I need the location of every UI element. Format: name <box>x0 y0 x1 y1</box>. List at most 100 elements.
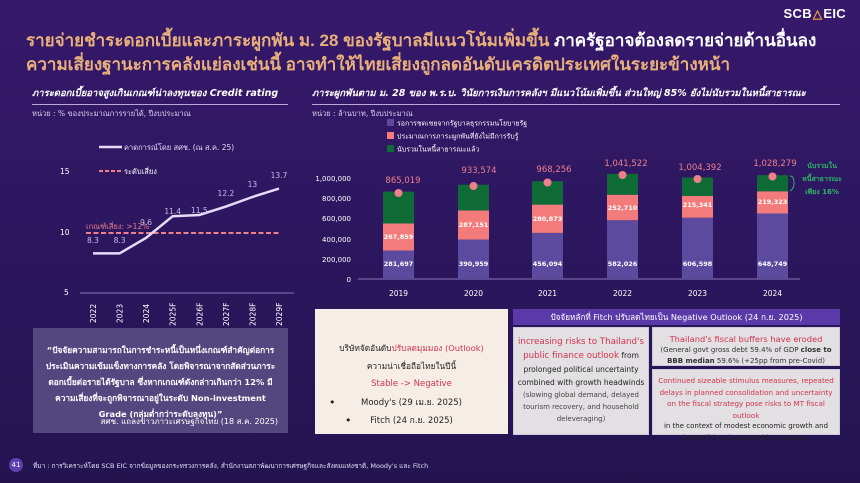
seg-2021-unrecognized: 280,873 <box>533 215 563 223</box>
label-2028f: 13 <box>248 180 258 189</box>
obligations-stacked-bar-chart: รอการชดเชยจากรัฐบาลธุรกรรมนโยบายรัฐ ประม… <box>315 119 842 299</box>
logo-text-scb: SCB <box>783 6 812 21</box>
x-label-2021: 2021 <box>538 289 557 298</box>
label-2027f: 12.2 <box>218 189 235 198</box>
label-2025f: 11.4 <box>164 207 181 216</box>
outlook-bullet-moodys: • Moody's (29 เม.ย. 2025) <box>315 394 508 412</box>
seg-2024-compensation: 648,749 <box>758 260 788 268</box>
right-chart-unit: หน่วย : ล้านบาท, ปีงบประมาณ <box>312 109 413 118</box>
bar-2020 <box>458 182 489 279</box>
x-label-2024: 2024 <box>763 289 782 298</box>
x-label-2022: 2022 <box>89 304 98 323</box>
page-headline: รายจ่ายชำระดอกเบี้ยและภาระผูกพัน ม. 28 ข… <box>26 29 846 77</box>
seg-2022-unrecognized: 252,710 <box>608 204 638 212</box>
label-2026f: 11.5 <box>191 206 208 215</box>
y-tick-0: 0 <box>347 276 351 284</box>
x-axis-labels: 2019 2020 2021 2022 2023 2024 <box>389 289 782 298</box>
y-tick-15: 15 <box>60 167 70 176</box>
outlook-line-1: บริษัทจัดอันดับปรับลดมุมมอง (Outlook) <box>315 339 508 357</box>
risk-threshold-label: เกณฑ์เสี่ยง: >12% <box>86 221 149 231</box>
line-data-labels: 8.3 8.3 9.6 11.4 11.5 12.2 13 13.7 <box>87 171 288 245</box>
y-tick-800000: 800,000 <box>322 195 351 203</box>
factor-buffers-headline: Thailand's fiscal buffers have eroded <box>669 334 823 344</box>
total-2024: 1,028,279 <box>753 159 796 169</box>
y-tick-5: 5 <box>64 288 69 297</box>
y-axis-labels: 1,000,000 800,000 600,000 400,000 200,00… <box>315 175 351 284</box>
label-2024: 9.6 <box>140 218 152 227</box>
fitch-factor-political: increasing risks to Thailand's public fi… <box>513 327 649 435</box>
x-axis-labels: 2022 2023 2024 2025F 2026F 2027F 2028F 2… <box>89 303 284 326</box>
quote-text: “ปัจจัยความสามารถในการชำระหนี้เป็นหนึ่งเ… <box>45 345 276 419</box>
x-label-2019: 2019 <box>389 289 408 298</box>
total-2021: 968,256 <box>536 165 571 175</box>
bullet-fitch-text: Fitch (24 ก.ย. 2025) <box>370 416 453 426</box>
total-labels: 865,019 933,574 968,256 1,041,522 1,004,… <box>385 159 796 186</box>
rating-outlook-box: บริษัทจัดอันดับปรับลดมุมมอง (Outlook) คว… <box>315 309 508 434</box>
factor-political-from: from <box>619 351 639 360</box>
seg-2022-compensation: 582,026 <box>608 260 638 268</box>
y-tick-200000: 200,000 <box>322 256 351 264</box>
bar-2024 <box>757 172 788 279</box>
outlook-line-1-highlight: ปรับลดมุมมอง (Outlook) <box>391 343 484 353</box>
outlook-line-2: ความน่าเชื่อถือไทยในปีนี้ <box>366 361 457 371</box>
bar-2021 <box>532 178 563 279</box>
annotation-bracket <box>789 175 795 192</box>
headline-highlight: ภาครัฐอาจต้องลดรายจ่ายด้านอื่นลง <box>554 31 817 50</box>
fitch-factor-buffers: Thailand's fiscal buffers have eroded (G… <box>652 327 840 366</box>
legend-label-unrecognized: ประมาณการภาระผูกพันที่ยังไม่มีการรับรู้ <box>397 132 519 141</box>
label-2022: 8.3 <box>87 236 99 245</box>
outlook-bullet-fitch: • Fitch (24 ก.ย. 2025) <box>315 412 508 430</box>
factor-buffers-text-2: 59.6% (+25pp from pre-Covid) <box>714 357 825 365</box>
x-label-2025f: 2025F <box>169 303 178 326</box>
seg-2019-compensation: 281,697 <box>384 260 414 268</box>
x-label-2028f: 2028F <box>248 303 257 326</box>
segment-labels: 281,697 267,859 390,959 287,151 456,094 … <box>384 198 788 268</box>
logo-mark-icon: △ <box>812 6 823 21</box>
y-tick-1000000: 1,000,000 <box>315 175 351 183</box>
fitch-header: ปัจจัยหลักที่ Fitch ปรับลดไทยเป็น Negati… <box>513 309 840 325</box>
legend-swatch-public-debt <box>387 145 394 152</box>
headline-line-1-text: รายจ่ายชำระดอกเบี้ยและภาระผูกพัน ม. 28 ข… <box>26 31 555 50</box>
label-2023: 8.3 <box>114 236 126 245</box>
seg-2024-unrecognized: 219,323 <box>758 198 788 206</box>
seg-2021-compensation: 456,094 <box>533 260 563 268</box>
y-tick-10: 10 <box>60 228 70 237</box>
x-label-2020: 2020 <box>464 289 483 298</box>
legend-risk-label: ระดับเสี่ยง <box>124 166 157 176</box>
page-number-badge: 41 <box>9 458 23 472</box>
nesdc-quote-box: “ปัจจัยความสามารถในการชำระหนี้เป็นหนึ่งเ… <box>33 328 288 433</box>
interest-burden-line <box>93 187 280 255</box>
factor-stimulus-headline: Continued sizeable stimulus measures, re… <box>658 376 834 420</box>
interest-burden-line-chart: คาดการณ์โดย สศช. (ณ ส.ค. 25) ระดับเสี่ยง… <box>60 143 294 326</box>
x-label-2022: 2022 <box>613 289 632 298</box>
seg-2023-compensation: 606,598 <box>683 260 713 268</box>
total-2020: 933,574 <box>461 166 496 176</box>
seg-2020-unrecognized: 287,151 <box>459 221 489 229</box>
x-label-2026f: 2026F <box>195 303 204 326</box>
headline-line-2: ความเสี่ยงฐานะการคลังแย่ลงเช่นนี้ อาจทำใ… <box>26 55 731 74</box>
bar-2019 <box>383 189 414 279</box>
bullet-icon: • <box>329 396 336 409</box>
legend-line-label: คาดการณ์โดย สศช. (ณ ส.ค. 25) <box>124 143 234 152</box>
total-2023: 1,004,392 <box>678 163 721 173</box>
fitch-factor-stimulus: Continued sizeable stimulus measures, re… <box>652 369 840 442</box>
x-label-2023: 2023 <box>116 304 125 323</box>
quote-source: สศช. แถลงข่าวภาวะเศรษฐกิจไทย (18 ส.ค. 20… <box>100 417 278 426</box>
factor-stimulus-text: in the context of <box>663 422 724 430</box>
annotation-line-2: หนี้สาธารณะ <box>802 172 842 183</box>
legend-swatch-compensation <box>387 119 394 126</box>
factor-political-detail: (slowing global demand, delayed tourism … <box>522 391 640 423</box>
factor-political-headline: increasing risks to Thailand's public fi… <box>517 337 644 361</box>
factor-buffers-text-1: (General govt gross debt 59.4% of GDP <box>660 346 801 354</box>
legend-swatch-unrecognized <box>387 132 394 139</box>
bar-2022 <box>607 171 638 279</box>
factor-political-body: prolonged political uncertainty combined… <box>517 365 645 387</box>
seg-2020-compensation: 390,959 <box>459 260 489 268</box>
total-2022: 1,041,522 <box>604 159 647 169</box>
y-tick-600000: 600,000 <box>322 215 351 223</box>
bullet-moodys-text: Moody's (29 เม.ย. 2025) <box>360 398 462 408</box>
headline-line-1: รายจ่ายชำระดอกเบี้ยและภาระผูกพัน ม. 28 ข… <box>26 29 846 53</box>
obligations-chart-panel: ภาระผูกพันตาม ม. 28 ของ พ.ร.บ. วินัยการเ… <box>312 86 842 298</box>
x-label-2027f: 2027F <box>222 303 231 326</box>
legend-label-public-debt: นับรวมในหนี้สาธารณะแล้ว <box>397 143 479 154</box>
